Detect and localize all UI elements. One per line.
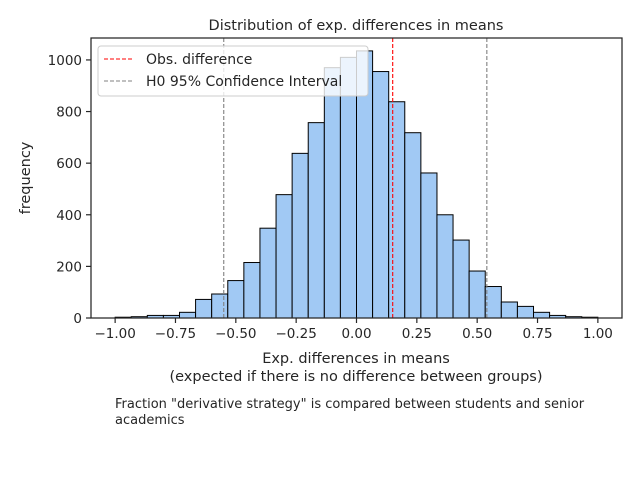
y-tick-label: 200 bbox=[56, 259, 82, 275]
x-tick-label: 0.00 bbox=[341, 326, 371, 342]
histogram-bar bbox=[468, 270, 486, 319]
legend: Obs. difference H0 95% Confidence Interva… bbox=[97, 45, 369, 97]
y-axis-label: frequency bbox=[18, 141, 34, 214]
histogram-bar bbox=[211, 293, 229, 319]
x-tick-label: −0.50 bbox=[215, 326, 256, 342]
y-tick-label: 600 bbox=[56, 156, 82, 172]
legend-box bbox=[97, 45, 369, 97]
y-tick-label: 800 bbox=[56, 105, 82, 121]
x-axis-ticks: −1.00 −0.75 −0.50 −0.25 0.00 0.25 0.50 0.75 1.00 bbox=[94, 318, 613, 342]
legend-entry-label: H0 95% Confidence Interval bbox=[146, 74, 342, 90]
x-tick-label: 0.50 bbox=[462, 326, 492, 342]
histogram-bar bbox=[307, 122, 325, 319]
y-axis-ticks: 0 200 400 600 800 1000 bbox=[48, 53, 91, 327]
x-tick-label: −0.25 bbox=[275, 326, 316, 342]
x-tick-label: −0.75 bbox=[155, 326, 196, 342]
histogram-bar bbox=[179, 311, 197, 319]
histogram-bar bbox=[404, 132, 422, 319]
histogram-bar bbox=[243, 262, 261, 319]
histogram-bar bbox=[227, 280, 245, 319]
histogram-bar bbox=[259, 227, 277, 319]
histogram-bar bbox=[195, 298, 213, 319]
x-tick-label: −1.00 bbox=[94, 326, 135, 342]
histogram-bar bbox=[291, 152, 309, 319]
histogram-bar bbox=[275, 194, 293, 319]
histogram-bar bbox=[420, 172, 438, 319]
x-tick-label: 0.25 bbox=[402, 326, 432, 342]
y-tick-label: 400 bbox=[56, 208, 82, 224]
x-axis-label-line1: Exp. differences in means bbox=[262, 351, 450, 367]
legend-entry-label: Obs. difference bbox=[146, 52, 252, 68]
histogram-bar bbox=[500, 301, 518, 319]
histogram-bar bbox=[372, 71, 390, 319]
histogram-bar bbox=[452, 239, 470, 319]
histogram-bar bbox=[388, 101, 406, 319]
x-tick-label: 0.75 bbox=[522, 326, 552, 342]
figure-caption: Fraction "derivative strategy" is compar… bbox=[115, 397, 585, 428]
chart-title: Distribution of exp. differences in mean… bbox=[209, 18, 504, 34]
histogram-bar bbox=[532, 311, 551, 319]
x-axis-label-line2: (expected if there is no difference betw… bbox=[169, 369, 542, 385]
histogram-bar bbox=[436, 214, 454, 319]
y-tick-label: 1000 bbox=[48, 53, 82, 69]
histogram-bar bbox=[323, 67, 341, 319]
histogram-bar bbox=[484, 286, 502, 319]
reference-lines-group bbox=[223, 38, 488, 318]
histogram-bar bbox=[516, 305, 535, 319]
y-tick-label: 0 bbox=[73, 311, 82, 327]
x-tick-label: 1.00 bbox=[583, 326, 613, 342]
